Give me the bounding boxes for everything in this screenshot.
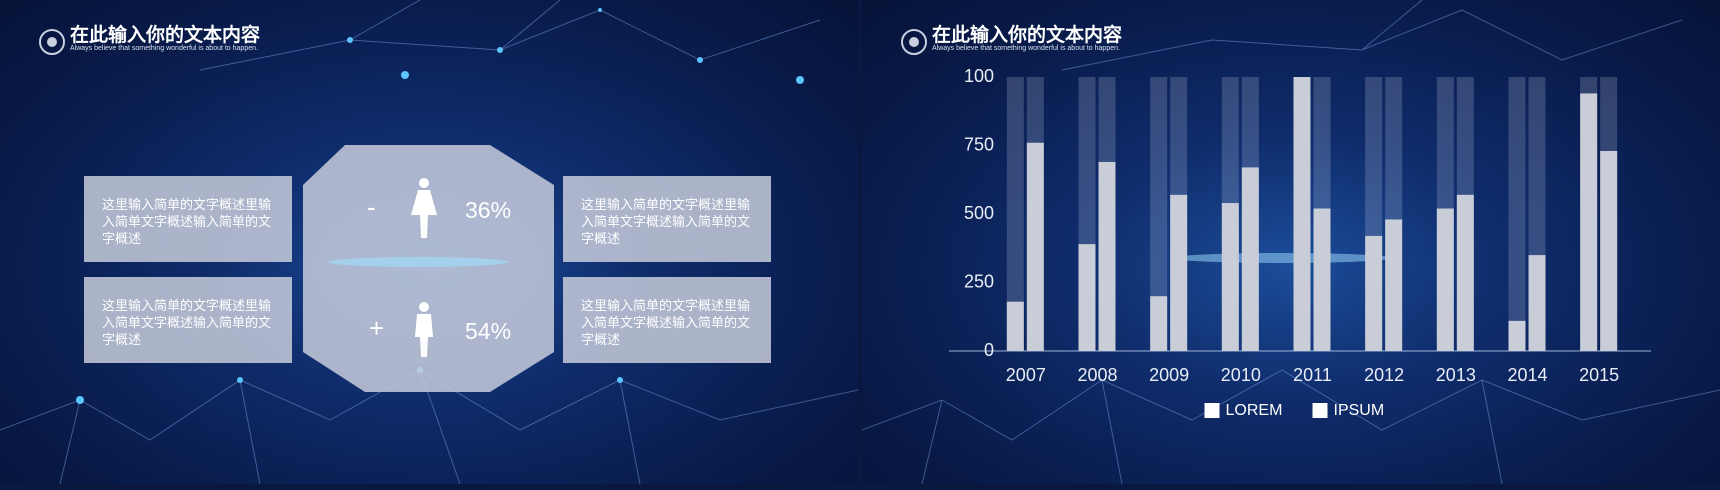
sign: - — [367, 192, 376, 222]
network-dots — [76, 8, 804, 404]
y-tick-label: 0 — [984, 340, 994, 360]
glow — [328, 257, 508, 267]
bar — [1313, 208, 1331, 351]
sign: + — [369, 313, 385, 343]
x-tick-label: 2013 — [1436, 365, 1476, 385]
x-tick-label: 2008 — [1077, 365, 1117, 385]
slide-title: 在此输入你的文本内容 — [932, 25, 1123, 46]
x-tick-label: 2011 — [1293, 365, 1332, 385]
bar-track — [1150, 77, 1168, 351]
bar — [1528, 255, 1546, 351]
x-tick-label: 2012 — [1364, 365, 1404, 385]
bar — [1436, 208, 1454, 351]
legend-swatch — [1312, 403, 1328, 418]
y-tick-label: 250 — [964, 271, 994, 291]
female-icon — [411, 178, 437, 238]
right-slide: 0 250 500 750 100 2007 2008 2009 2010 2011 2012 201… — [862, 0, 1720, 484]
bar — [1078, 244, 1096, 351]
network — [862, 0, 1720, 484]
decoration — [0, 0, 858, 484]
bar — [1170, 194, 1188, 351]
bar — [1580, 93, 1598, 351]
bar — [1026, 142, 1044, 351]
slide-title: 在此输入你的文本内容 — [70, 25, 261, 46]
text-box: 这里输入简单的文字概述里输入简单文字概述输入简单的文字概述 — [84, 176, 292, 262]
center-panel — [303, 145, 554, 392]
bar — [1600, 150, 1618, 351]
bar — [1241, 167, 1259, 351]
legend-swatch — [1204, 403, 1220, 418]
x-tick-label: 2015 — [1579, 365, 1619, 385]
bar — [1221, 203, 1239, 351]
bar — [1508, 320, 1526, 351]
x-tick-label: 2009 — [1149, 365, 1189, 385]
x-tick-label: 2014 — [1507, 365, 1547, 385]
y-tick-label: 100 — [964, 66, 994, 86]
x-tick-label: 2007 — [1006, 365, 1046, 385]
percent: 36% — [465, 197, 512, 223]
bar — [1385, 219, 1403, 351]
legend-label: LOREM — [1226, 402, 1283, 419]
bar — [1456, 194, 1474, 351]
text-box: 这里输入简单的文字概述里输入简单文字概述输入简单的文字概述 — [563, 277, 771, 363]
chart: 0 250 500 750 100 2007 2008 2009 2010 2011 2012 201… — [862, 0, 1720, 484]
bar — [1006, 301, 1024, 351]
x-tick-label: 2010 — [1221, 365, 1261, 385]
bar — [1098, 161, 1116, 351]
y-tick-label: 500 — [964, 203, 994, 223]
bar-track — [1006, 77, 1024, 351]
header-icon — [909, 37, 919, 47]
header-icon — [47, 37, 57, 47]
slide-subtitle: Always believe that something wonderful … — [70, 45, 258, 52]
header-icon — [901, 29, 927, 55]
male-icon — [415, 302, 433, 357]
text-box: 这里输入简单的文字概述里输入简单文字概述输入简单的文字概述 — [563, 176, 771, 262]
glow — [1172, 253, 1392, 263]
slide-subtitle: Always believe that something wonderful … — [932, 45, 1120, 52]
legend-label: IPSUM — [1334, 402, 1385, 419]
bar — [1293, 77, 1311, 351]
text-box: 这里输入简单的文字概述里输入简单文字概述输入简单的文字概述 — [84, 277, 292, 363]
left-slide: 在此输入你的文本内容 Always believe that something… — [0, 0, 858, 484]
bar-track — [1508, 77, 1526, 351]
percent: 54% — [465, 318, 512, 344]
header-icon — [39, 29, 65, 55]
bar — [1365, 235, 1383, 351]
bar — [1150, 296, 1168, 351]
y-tick-label: 750 — [964, 134, 994, 154]
